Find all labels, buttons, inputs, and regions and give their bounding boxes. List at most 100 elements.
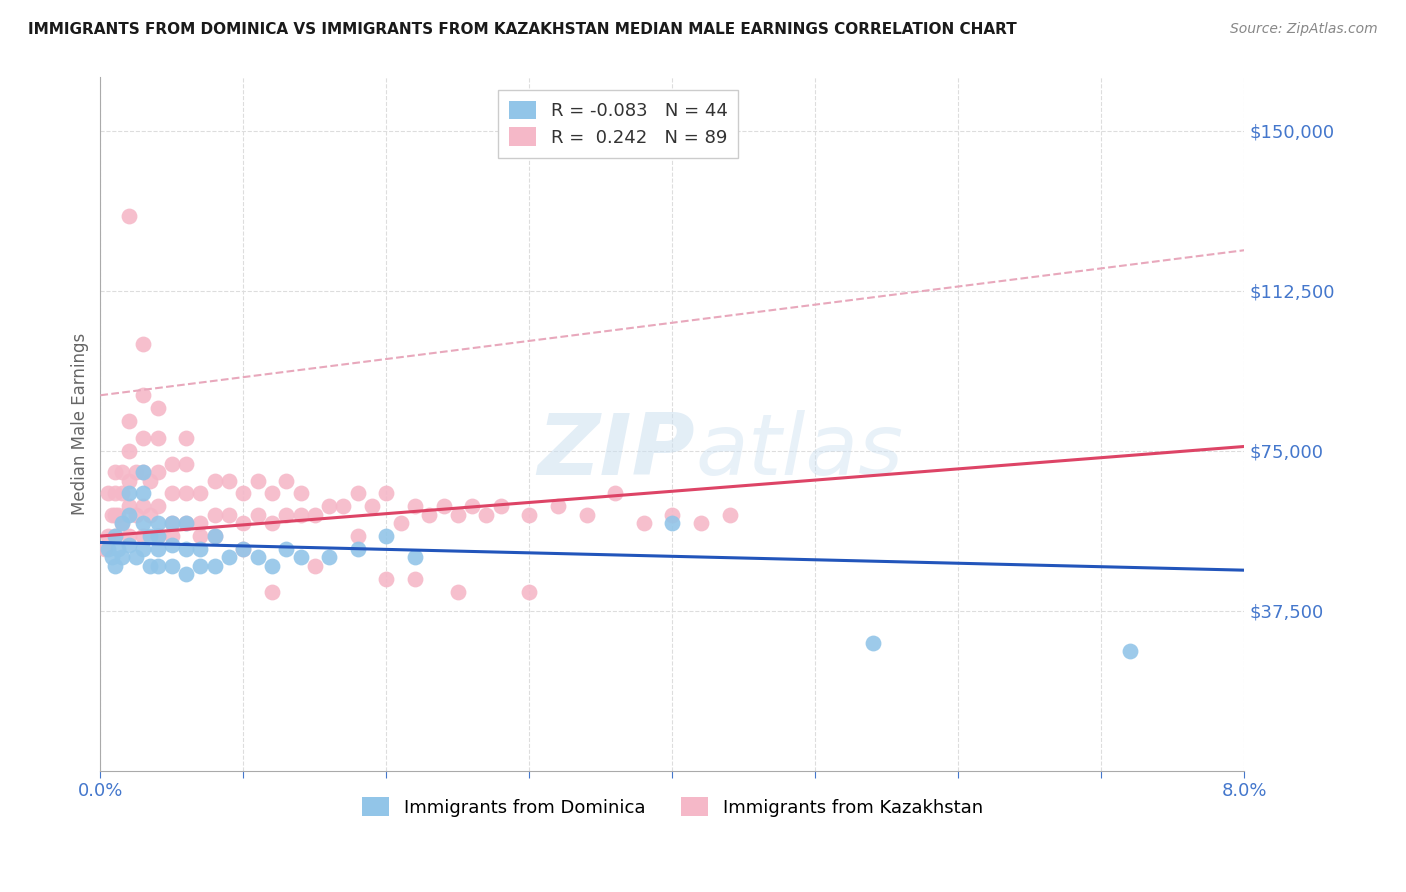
Point	[146, 465, 169, 479]
Point	[218, 508, 240, 522]
Point	[125, 508, 148, 522]
Point	[475, 508, 498, 522]
Point	[118, 499, 141, 513]
Point	[93, 541, 115, 556]
Point	[318, 499, 340, 513]
Point	[276, 474, 298, 488]
Point	[104, 508, 127, 522]
Point	[132, 465, 155, 479]
Point	[232, 486, 254, 500]
Point	[174, 457, 197, 471]
Point	[361, 499, 384, 513]
Point	[139, 474, 162, 488]
Point	[132, 337, 155, 351]
Point	[461, 499, 484, 513]
Point	[160, 516, 183, 531]
Point	[260, 486, 283, 500]
Legend: Immigrants from Dominica, Immigrants from Kazakhstan: Immigrants from Dominica, Immigrants fro…	[354, 790, 990, 824]
Point	[447, 508, 470, 522]
Point	[190, 516, 212, 531]
Point	[160, 486, 183, 500]
Point	[519, 584, 541, 599]
Point	[107, 508, 129, 522]
Point	[104, 465, 127, 479]
Point	[107, 541, 129, 556]
Point	[218, 550, 240, 565]
Point	[218, 474, 240, 488]
Point	[190, 529, 212, 543]
Point	[260, 558, 283, 573]
Point	[104, 486, 127, 500]
Point	[661, 508, 683, 522]
Point	[404, 572, 426, 586]
Point	[862, 636, 884, 650]
Point	[346, 486, 368, 500]
Point	[160, 457, 183, 471]
Point	[132, 541, 155, 556]
Point	[146, 529, 169, 543]
Point	[346, 529, 368, 543]
Point	[132, 486, 155, 500]
Point	[146, 516, 169, 531]
Point	[160, 529, 183, 543]
Text: ZIP: ZIP	[537, 410, 695, 493]
Point	[139, 529, 162, 543]
Point	[101, 550, 124, 565]
Point	[290, 508, 312, 522]
Point	[160, 516, 183, 531]
Point	[174, 541, 197, 556]
Point	[118, 508, 141, 522]
Point	[146, 499, 169, 513]
Point	[118, 486, 141, 500]
Point	[125, 465, 148, 479]
Point	[432, 499, 454, 513]
Point	[519, 508, 541, 522]
Point	[96, 541, 118, 556]
Point	[661, 516, 683, 531]
Point	[96, 529, 118, 543]
Point	[111, 486, 134, 500]
Point	[204, 508, 226, 522]
Point	[104, 529, 127, 543]
Y-axis label: Median Male Earnings: Median Male Earnings	[72, 333, 89, 516]
Point	[318, 550, 340, 565]
Point	[132, 388, 155, 402]
Point	[132, 529, 155, 543]
Point	[232, 541, 254, 556]
Point	[104, 529, 127, 543]
Point	[690, 516, 713, 531]
Point	[146, 541, 169, 556]
Point	[605, 486, 627, 500]
Point	[118, 529, 141, 543]
Point	[276, 508, 298, 522]
Point	[1119, 644, 1142, 658]
Point	[290, 486, 312, 500]
Text: IMMIGRANTS FROM DOMINICA VS IMMIGRANTS FROM KAZAKHSTAN MEDIAN MALE EARNINGS CORR: IMMIGRANTS FROM DOMINICA VS IMMIGRANTS F…	[28, 22, 1017, 37]
Point	[204, 529, 226, 543]
Point	[332, 499, 354, 513]
Point	[111, 465, 134, 479]
Point	[547, 499, 569, 513]
Point	[146, 401, 169, 415]
Point	[204, 474, 226, 488]
Point	[276, 541, 298, 556]
Point	[174, 486, 197, 500]
Point	[404, 550, 426, 565]
Point	[404, 499, 426, 513]
Point	[190, 558, 212, 573]
Point	[718, 508, 741, 522]
Point	[375, 529, 398, 543]
Point	[174, 516, 197, 531]
Point	[246, 550, 269, 565]
Point	[111, 516, 134, 531]
Point	[174, 567, 197, 582]
Point	[290, 550, 312, 565]
Point	[633, 516, 655, 531]
Point	[260, 516, 283, 531]
Point	[575, 508, 598, 522]
Point	[118, 443, 141, 458]
Point	[304, 508, 326, 522]
Point	[304, 558, 326, 573]
Point	[447, 584, 470, 599]
Point	[132, 431, 155, 445]
